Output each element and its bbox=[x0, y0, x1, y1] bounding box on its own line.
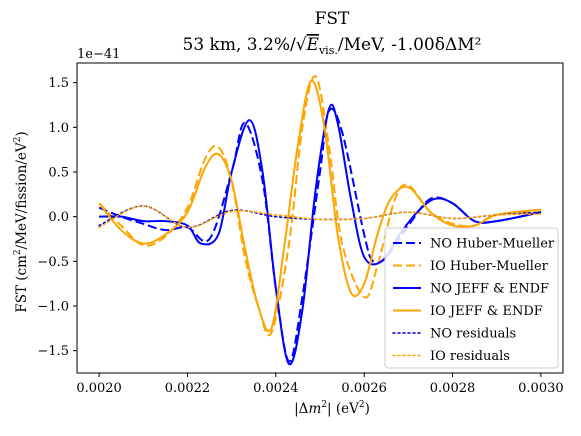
series-line-4 bbox=[98, 79, 542, 333]
legend-label: NO Huber-Mueller bbox=[430, 237, 555, 252]
y-tick-label: 0.0 bbox=[48, 210, 69, 225]
y-tick-label: 0.5 bbox=[48, 165, 69, 180]
x-axis-label: |Δm2| (eV2) bbox=[294, 400, 370, 417]
plot-area bbox=[98, 75, 542, 366]
y-tick-label: −0.5 bbox=[37, 255, 69, 270]
chart-subtitle: 53 km, 3.2%/√Evis./MeV, -1.00δΔM² bbox=[183, 35, 482, 57]
x-tick-label: 0.0026 bbox=[341, 381, 387, 396]
y-offset-text: 1e−41 bbox=[77, 47, 120, 62]
x-tick-label: 0.0020 bbox=[76, 381, 122, 396]
legend-label: IO JEFF & ENDF bbox=[430, 304, 543, 319]
subtitle-radicand-sub: vis. bbox=[318, 44, 338, 57]
legend: NO Huber-Mueller IO Huber-Mueller NO JEFF … bbox=[384, 227, 559, 369]
legend-label: NO JEFF & ENDF bbox=[430, 282, 549, 297]
legend-label: IO residuals bbox=[430, 349, 510, 364]
subtitle-radicand-var: E bbox=[306, 35, 320, 55]
subtitle-radicand-unit: /MeV bbox=[338, 35, 384, 55]
y-tick-label: 1.5 bbox=[48, 76, 69, 91]
x-tick-label: 0.0024 bbox=[253, 381, 299, 396]
subtitle-prefix: 53 km, 3.2%/ bbox=[183, 35, 296, 55]
chart-title: FST bbox=[315, 9, 350, 29]
y-tick-label: 1.0 bbox=[48, 121, 69, 136]
y-tick-label: −1.5 bbox=[37, 344, 69, 359]
legend-label: IO Huber-Mueller bbox=[430, 259, 549, 274]
x-tick-label: 0.0028 bbox=[430, 381, 476, 396]
y-axis-label: FST (cm2/MeV/fission/eV2) bbox=[13, 131, 30, 312]
x-tick-label: 0.0030 bbox=[518, 381, 564, 396]
y-tick-label: −1.0 bbox=[37, 299, 69, 314]
series-line-3 bbox=[99, 103, 542, 366]
legend-label: NO residuals bbox=[430, 327, 516, 342]
series-line-6 bbox=[98, 205, 542, 229]
subtitle-suffix: , -1.00δΔM² bbox=[380, 35, 481, 55]
axes: 0.0020 0.0022 0.0024 0.0026 0.0028 0.0030 −1.5… bbox=[37, 62, 564, 396]
x-tick-label: 0.0022 bbox=[165, 381, 211, 396]
legend-box bbox=[384, 227, 559, 369]
subtitle-sqrt-sign: √ bbox=[296, 35, 307, 55]
plot-frame bbox=[76, 62, 564, 374]
